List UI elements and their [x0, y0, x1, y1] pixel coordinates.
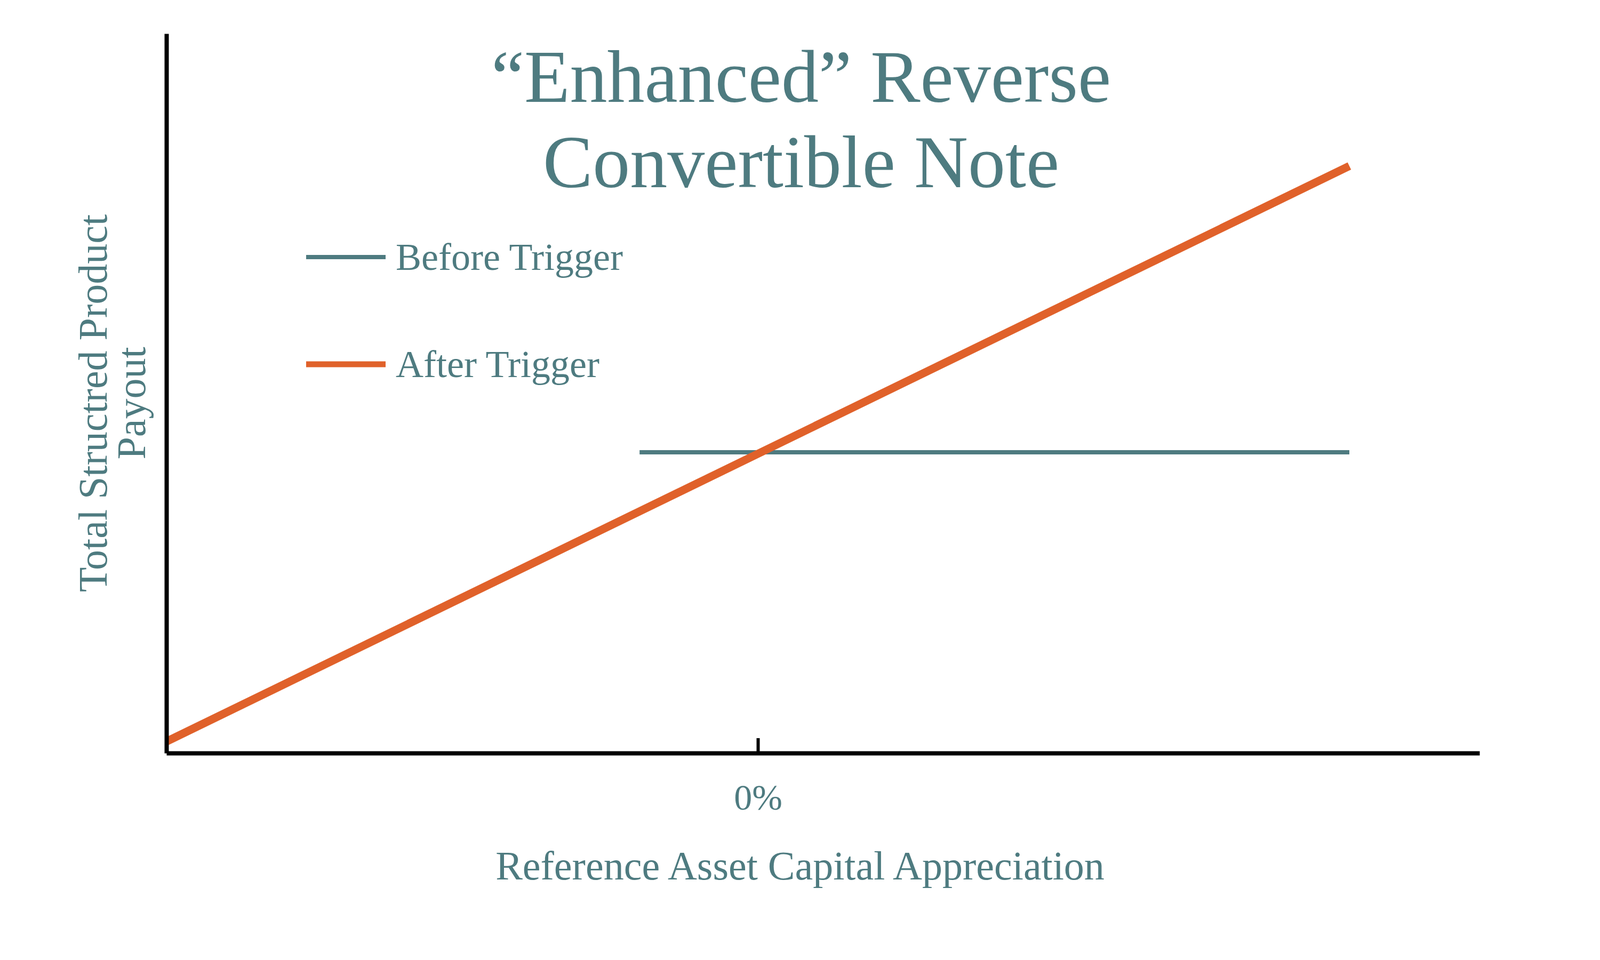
chart: “Enhanced” ReverseConvertible Note 0% Refe…	[0, 0, 1600, 960]
series-line	[166, 165, 1350, 742]
legend-swatch	[306, 361, 386, 368]
x-tick: 0%	[733, 738, 783, 818]
legend-label: Before Trigger	[395, 235, 623, 279]
y-axis-label: Payout	[108, 346, 154, 460]
legend: Before Trigger After Trigger	[306, 235, 623, 386]
chart-title: “Enhanced” Reverse	[491, 35, 1111, 118]
x-tick-label: 0%	[733, 777, 783, 818]
x-axis: 0%	[166, 738, 1480, 818]
series-line	[639, 450, 1350, 455]
legend-label: After Trigger	[395, 342, 600, 386]
x-axis-line	[166, 751, 1480, 756]
legend-swatch	[306, 254, 386, 260]
x-axis-label: Reference Asset Capital Appreciation	[495, 843, 1105, 888]
plot-area	[166, 165, 1350, 742]
x-tick-mark	[756, 738, 760, 754]
y-axis-line	[164, 34, 170, 754]
y-axis	[166, 34, 167, 754]
chart-title: Convertible Note	[542, 120, 1060, 204]
